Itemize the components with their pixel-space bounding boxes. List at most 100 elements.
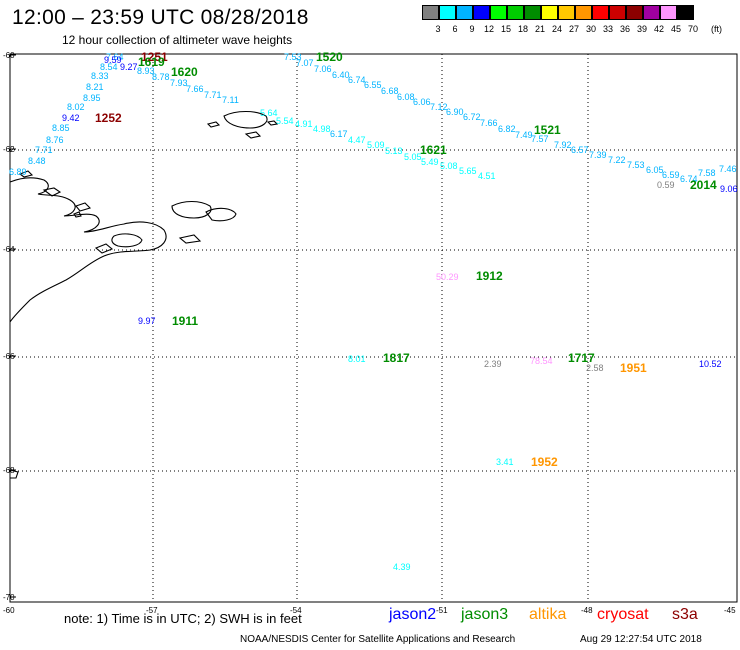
wave-height-value: 5.05	[404, 152, 422, 162]
pass-time-label: 1252	[95, 111, 122, 125]
colorbar-label: 21	[534, 24, 545, 34]
wave-height-value: 50.29	[436, 272, 459, 282]
wave-height-value: 7.53	[284, 52, 302, 62]
wave-height-value: 8.48	[28, 156, 46, 166]
coastline-island-12	[244, 131, 262, 139]
wave-height-value: 8.54	[100, 62, 118, 72]
pass-time-label: 1911	[172, 314, 198, 328]
wave-height-value: 7.12	[430, 102, 448, 112]
wave-height-value: 7.66	[480, 118, 498, 128]
wave-height-value: 4.51	[478, 171, 496, 181]
wave-height-value: 10.52	[699, 359, 722, 369]
wave-height-value: 6.40	[332, 70, 350, 80]
satellite-legend-jason3: jason3	[461, 606, 509, 623]
longitude-label: -51	[436, 606, 448, 615]
colorbar-swatch	[643, 5, 660, 20]
colorbar-label: 36	[619, 24, 630, 34]
wave-height-value: 7.46	[719, 164, 737, 174]
colorbar-swatch	[439, 5, 456, 20]
colorbar-units: (ft)	[711, 24, 722, 34]
axis-labels: -60 -62 -64 -66 -68 -70 -60 -57 -54 -51 -48 -45	[3, 51, 736, 615]
wave-height-value: 78.54	[530, 356, 553, 366]
wave-height-value: 6.82	[498, 124, 516, 134]
colorbar-swatch	[609, 5, 626, 20]
wave-height-value: 2.58	[586, 363, 604, 373]
coastline-island-13	[266, 120, 279, 126]
colorbar-label: 42	[653, 24, 664, 34]
wave-height-value: 8.85	[52, 123, 70, 133]
colorbar-label: 12	[483, 24, 494, 34]
wave-height-value: 4.47	[348, 135, 366, 145]
colorbar-swatch	[456, 5, 473, 20]
pass-time-label: 1621	[420, 143, 447, 157]
coastline-island-10	[223, 110, 268, 129]
wave-height-value: 6.68	[381, 86, 399, 96]
pass-time-label: 1251	[141, 50, 168, 64]
page-subtitle: 12 hour collection of altimeter wave hei…	[62, 33, 293, 47]
wave-height-value: 4.98	[313, 124, 331, 134]
colorbar-label: 15	[500, 24, 511, 34]
colorbar-label: 45	[670, 24, 681, 34]
wave-height-value: 6.57	[571, 145, 589, 155]
longitude-label: -54	[290, 606, 302, 615]
wave-height-value: 9.42	[62, 113, 80, 123]
coastline-island-7	[94, 243, 114, 254]
latitude-label: -62	[3, 145, 15, 154]
wave-height-value: 7.93	[170, 78, 188, 88]
satellite-legend-s3a: s3a	[672, 606, 698, 623]
wave-height-value: 6.59	[662, 170, 680, 180]
wave-height-value: 7.71	[204, 90, 222, 100]
satellite-legend-altika: altika	[529, 606, 567, 623]
wave-height-value: 7.11	[222, 95, 239, 105]
pass-time-label: 1951	[620, 361, 647, 375]
pass-time-label: 1620	[171, 65, 198, 79]
wave-height-value: 7.58	[698, 168, 716, 178]
wave-height-value: 8.01	[348, 354, 366, 364]
wave-height-value: 6.89	[9, 167, 27, 177]
coastline-island-14	[9, 469, 19, 479]
wave-height-value: 6.17	[330, 129, 348, 139]
wave-height-value: 4.91	[295, 119, 313, 129]
wave-height-value: 6.06	[413, 97, 431, 107]
latitude-label: -64	[3, 245, 15, 254]
wave-height-value: 4.39	[393, 562, 411, 572]
colorbar-swatch	[524, 5, 541, 20]
colorbar-label: 3	[435, 24, 441, 34]
wave-height-value: 5.64	[260, 108, 278, 118]
coastline-antarctic-peninsula	[9, 177, 167, 323]
coastline-island-4	[171, 200, 212, 219]
credit-line: NOAA/NESDIS Center for Satellite Applica…	[240, 634, 516, 645]
wave-height-value: 7.57	[531, 134, 549, 144]
coastline-island-1	[42, 187, 62, 197]
wave-height-value: 7.92	[554, 140, 572, 150]
colorbar-label: 70	[687, 24, 698, 34]
latitude-label: -68	[3, 466, 15, 475]
coastline-island-3	[18, 170, 34, 178]
map-frame	[9, 53, 738, 603]
pass-time-label: 1520	[316, 50, 343, 64]
coastline-island-8	[178, 234, 202, 244]
colorbar-swatch	[507, 5, 524, 20]
colorbar-swatch	[660, 5, 677, 20]
generation-timestamp: Aug 29 12:27:54 UTC 2018	[580, 634, 702, 645]
colorbar-swatch	[626, 5, 643, 20]
wave-height-value: 8.95	[83, 93, 101, 103]
wave-height-value: 2.39	[484, 359, 502, 369]
wave-height-value: 6.74	[348, 75, 366, 85]
longitude-label: -45	[724, 606, 736, 615]
wave-height-value: 9.59	[104, 55, 122, 65]
wave-height-value: 8.33	[91, 71, 109, 81]
satellite-legend-cryosat: cryosat	[597, 606, 649, 623]
wave-height-value: 9.27	[120, 62, 138, 72]
coastline	[9, 110, 279, 479]
colorbar-swatch	[422, 5, 439, 20]
pass-time-label: 1817	[383, 351, 410, 365]
wave-height-value: 6.74	[680, 174, 698, 184]
colorbar-swatch	[592, 5, 609, 20]
wave-height-value: 9.97	[138, 316, 156, 326]
colorbar-swatch	[490, 5, 507, 20]
wave-height-value: 6.05	[646, 165, 664, 175]
wave-height-value: 5.65	[459, 166, 477, 176]
longitude-label: -48	[581, 606, 593, 615]
